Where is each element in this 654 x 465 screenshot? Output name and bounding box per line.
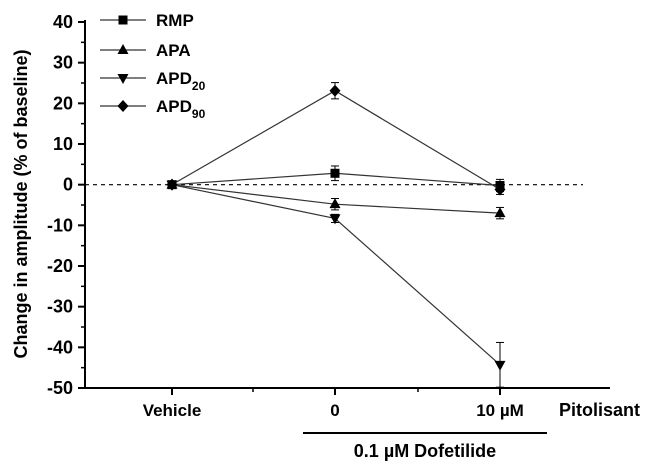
series-line <box>171 184 501 366</box>
y-tick-label: -40 <box>47 337 73 357</box>
legend-label: APD20 <box>156 69 206 93</box>
legend: RMP APA APD20 APD90 <box>100 11 206 121</box>
y-tick-label: -20 <box>47 256 73 276</box>
data-point <box>330 168 340 178</box>
data-point <box>494 207 506 218</box>
legend-marker <box>118 15 128 25</box>
legend-label: RMP <box>156 11 194 30</box>
data-point <box>494 360 506 371</box>
legend-item: APA <box>100 41 191 60</box>
legend-label-subscript: 90 <box>192 107 206 121</box>
series-rmp <box>167 165 505 193</box>
y-tick-label: 0 <box>63 175 73 195</box>
x-tick-label: 0 <box>330 401 339 420</box>
x-axis-title: Pitolisant <box>559 400 640 420</box>
data-point <box>166 178 178 191</box>
legend-label: APD90 <box>156 97 206 121</box>
y-tick-label: -10 <box>47 215 73 235</box>
data-point <box>329 214 341 225</box>
y-tick-label: -50 <box>47 378 73 398</box>
y-tick-label: 20 <box>53 93 73 113</box>
legend-marker <box>117 74 129 84</box>
y-tick-label: 40 <box>53 12 73 32</box>
data-point <box>494 183 506 196</box>
data-point <box>329 84 341 97</box>
legend-item: APD90 <box>100 97 206 121</box>
data-point <box>329 198 341 209</box>
legend-label-subscript: 20 <box>192 79 206 93</box>
series-apd90 <box>166 82 506 196</box>
x-tick-label: Vehicle <box>143 401 202 420</box>
legend-label: APA <box>156 41 191 60</box>
y-axis-title: Change in amplitude (% of baseline) <box>11 49 31 358</box>
y-tick-label: -30 <box>47 297 73 317</box>
group-label: 0.1 µM Dofetilide <box>354 441 496 461</box>
x-tick-label: 10 µM <box>476 401 524 420</box>
series-apd20 <box>166 180 506 388</box>
legend-marker <box>117 44 129 54</box>
series-layer <box>166 82 506 388</box>
y-tick-label: 30 <box>53 53 73 73</box>
legend-marker <box>117 100 129 112</box>
y-ticks: -50 -40 -30 -20 -10 0 10 20 30 40 <box>47 12 85 398</box>
legend-item: RMP <box>100 11 194 30</box>
y-tick-label: 10 <box>53 134 73 154</box>
legend-item: APD20 <box>100 69 206 93</box>
